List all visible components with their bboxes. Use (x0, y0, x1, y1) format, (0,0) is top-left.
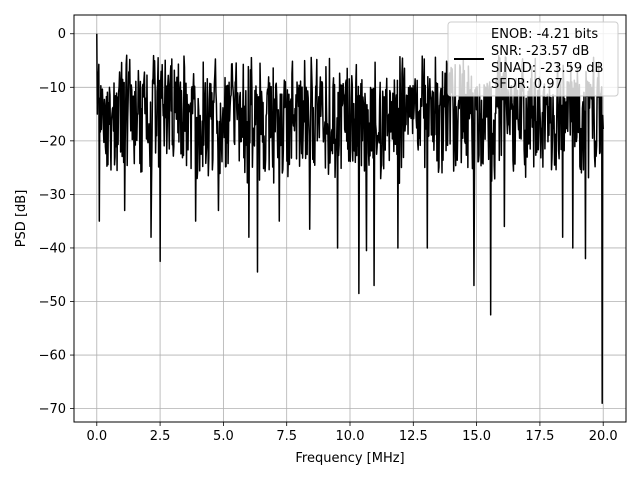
x-tick-label: 20.0 (589, 429, 618, 444)
legend-entry-enob: ENOB: -4.21 bits (491, 27, 598, 42)
y-tick-label: −10 (39, 81, 66, 96)
y-tick-label: −20 (39, 134, 66, 149)
series-group (96, 33, 604, 405)
legend-entry-sinad: SINAD: -23.59 dB (491, 61, 603, 76)
y-tick-label: −30 (39, 188, 66, 203)
x-tick-label: 12.5 (399, 429, 428, 444)
y-tick-label: −70 (39, 402, 66, 417)
legend-entry-sfdr: SFDR: 0.97 (491, 77, 563, 92)
y-tick-label: −60 (39, 349, 66, 364)
legend-entry-snr: SNR: -23.57 dB (491, 44, 589, 59)
y-tick-label: 0 (58, 27, 66, 42)
legend: ENOB: -4.21 bits SNR: -23.57 dB SINAD: -… (447, 21, 619, 97)
y-axis-label: PSD [dB] (14, 190, 29, 248)
x-tick-label: 5.0 (213, 429, 234, 444)
psd-series-line (96, 33, 604, 405)
x-axis-label: Frequency [MHz] (295, 451, 404, 466)
x-tick-label: 7.5 (276, 429, 297, 444)
x-tick-label: 15.0 (462, 429, 491, 444)
x-tick-label: 2.5 (150, 429, 171, 444)
legend-box (447, 21, 619, 97)
x-tick-label: 17.5 (525, 429, 554, 444)
y-tick-label: −40 (39, 241, 66, 256)
y-tick-label: −50 (39, 295, 66, 310)
y-axis: 0 −10 −20 −30 −40 −50 −60 −70 (39, 27, 74, 417)
x-axis: 0.0 2.5 5.0 7.5 10.0 12.5 15.0 17.5 20.0 (86, 422, 618, 444)
x-tick-label: 10.0 (336, 429, 365, 444)
x-tick-label: 0.0 (86, 429, 107, 444)
